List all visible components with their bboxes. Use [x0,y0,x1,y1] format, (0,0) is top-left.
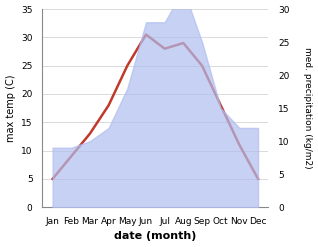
Y-axis label: max temp (C): max temp (C) [5,74,16,142]
Y-axis label: med. precipitation (kg/m2): med. precipitation (kg/m2) [303,47,313,169]
X-axis label: date (month): date (month) [114,231,197,242]
